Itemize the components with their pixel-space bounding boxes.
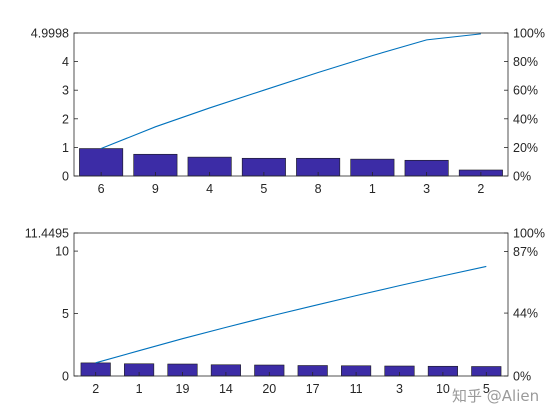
x-tick-label: 17: [306, 382, 320, 396]
y2-tick-label: 44%: [513, 307, 538, 321]
y2-tick-label: 0%: [513, 370, 531, 384]
x-tick-label: 10: [436, 382, 450, 396]
y2-tick-label: 60%: [513, 84, 538, 98]
y2-tick-label: 100%: [513, 27, 545, 41]
cumulative-line: [100, 33, 481, 150]
x-tick-label: 14: [219, 382, 233, 396]
y-tick-label: 4.9998: [31, 27, 69, 41]
x-tick-label: 11: [350, 382, 363, 396]
watermark-text: 知乎 @Alien: [452, 387, 540, 405]
y-tick-label: 11.4495: [25, 227, 69, 241]
axes-box: [73, 32, 509, 177]
x-tick-label: 2: [92, 382, 99, 396]
x-tick-label: 19: [176, 382, 190, 396]
axes-box: [73, 232, 509, 377]
y-tick-label: 10: [55, 245, 69, 259]
pareto-chart-bottom: 0 5 10 11.4495 0% 44% 87% 100% 2 1 19 14 20 17 11 3 10 5: [25, 227, 545, 397]
x-tick-label: 8: [315, 182, 322, 196]
cumulative-line: [95, 265, 487, 364]
y-tick-label: 2: [62, 112, 69, 126]
x-tick-label: 20: [262, 382, 276, 396]
y-tick-label: 5: [62, 307, 69, 321]
y2-tick-label: 100%: [513, 227, 545, 241]
bar-6: [79, 148, 124, 177]
y-tick-label: 4: [62, 55, 69, 69]
y-tick-label: 0: [62, 370, 69, 384]
y2-tick-label: 80%: [513, 55, 538, 69]
y-tick-label: 1: [62, 141, 69, 155]
y2-tick-label: 87%: [513, 245, 538, 259]
x-tick-label: 2: [477, 182, 484, 196]
x-tick-label: 5: [260, 182, 267, 196]
pareto-chart-top: 0 1 2 3 4 4.9998 0% 20% 40% 60% 80% 100% 6 9 4 5 8 1 3 2: [31, 27, 545, 197]
x-tick-label: 3: [396, 382, 403, 396]
y2-tick-label: 20%: [513, 141, 538, 155]
y2-tick-label: 40%: [513, 112, 538, 126]
x-tick-label: 9: [152, 182, 159, 196]
x-tick-label: 6: [98, 182, 105, 196]
x-tick-label: 1: [369, 182, 376, 196]
x-tick-label: 3: [423, 182, 430, 196]
x-tick-label: 5: [483, 382, 490, 396]
y-tick-label: 0: [62, 170, 69, 184]
x-tick-label: 4: [206, 182, 213, 196]
x-tick-label: 1: [136, 382, 143, 396]
y2-tick-label: 0%: [513, 170, 531, 184]
y-tick-label: 3: [62, 84, 69, 98]
